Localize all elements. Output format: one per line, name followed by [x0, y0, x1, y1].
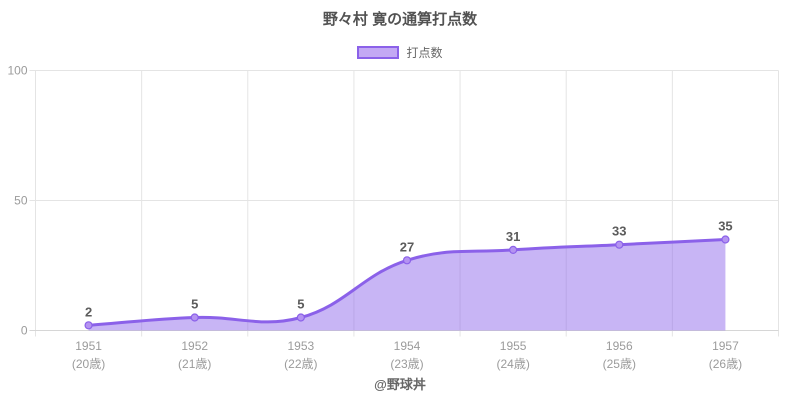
- data-point[interactable]: [84, 321, 93, 330]
- x-tick-year: 1954: [394, 339, 421, 353]
- x-tick-age: (21歳): [178, 357, 211, 371]
- data-point[interactable]: [509, 245, 518, 254]
- x-tick-year: 1951: [75, 339, 102, 353]
- x-tick-year: 1953: [288, 339, 315, 353]
- footer-credit: @野球丼: [374, 377, 426, 392]
- data-point-label: 5: [191, 297, 198, 312]
- data-point-label: 35: [718, 219, 732, 234]
- chart-title: 野々村 寛の通算打点数: [322, 11, 478, 28]
- data-point-label: 31: [506, 229, 520, 244]
- data-point[interactable]: [296, 313, 305, 322]
- data-point[interactable]: [402, 256, 412, 265]
- x-tick-year: 1955: [500, 339, 527, 353]
- x-tick-year: 1957: [712, 339, 739, 353]
- y-tick-label: 50: [14, 194, 28, 208]
- legend-label: 打点数: [406, 46, 443, 60]
- x-tick-year: 1956: [606, 339, 633, 353]
- area-fill: [88, 239, 726, 331]
- data-point-label: 5: [297, 297, 304, 312]
- x-tick-age: (25歳): [603, 357, 636, 371]
- x-tick-age: (24歳): [496, 357, 529, 371]
- x-tick-age: (26歳): [709, 357, 742, 371]
- y-tick-label: 100: [7, 64, 27, 78]
- data-point-label: 2: [85, 304, 92, 319]
- data-point-label: 33: [612, 224, 626, 239]
- y-tick-label: 0: [21, 324, 28, 338]
- x-tick-age: (20歳): [72, 357, 105, 371]
- data-point[interactable]: [721, 235, 730, 244]
- x-tick-age: (23歳): [390, 357, 423, 371]
- x-tick-year: 1952: [181, 339, 208, 353]
- legend[interactable]: 打点数: [0, 44, 800, 61]
- legend-swatch: [357, 46, 400, 59]
- data-point[interactable]: [190, 313, 199, 322]
- data-point-label: 27: [400, 239, 414, 254]
- x-tick-age: (22歳): [284, 357, 317, 371]
- data-point[interactable]: [615, 240, 624, 249]
